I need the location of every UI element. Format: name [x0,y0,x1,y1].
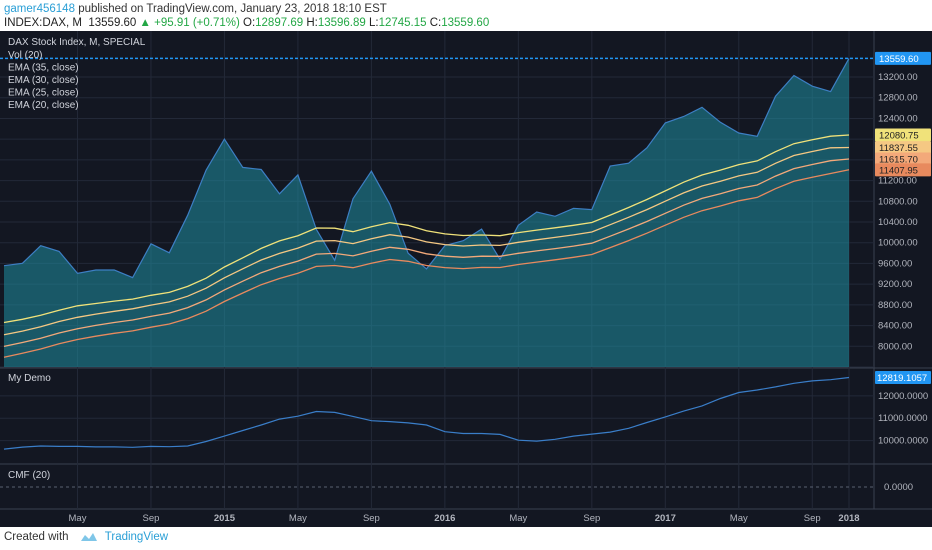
indicator-legend-label: Vol (20) [8,50,42,61]
demo-last-label-bg [875,371,931,385]
demo-tick-label: 10000.0000 [878,436,928,447]
change-value: +95.91 (+0.71%) [154,17,240,29]
demo-last-label: 12819.1057 [877,373,927,384]
last-price-label-bg [875,51,931,65]
open-label: O: [243,17,256,29]
time-tick-label: May [730,513,748,524]
chart-area[interactable]: 13200.0012800.0012400.0012000.0011600.00… [0,31,932,527]
price-tick-label: 8000.00 [878,341,912,352]
time-tick-label: Sep [804,513,821,524]
price-tick-label: 12400.00 [878,113,918,124]
low-label: L: [368,17,379,29]
indicator-legend-label: EMA (30, close) [8,75,79,86]
time-tick-label: 2018 [838,513,859,524]
ema-value-label: 11407.95 [879,165,918,176]
ema-value-label: 11615.70 [879,155,918,166]
demo-tick-label: 11000.0000 [878,413,928,424]
time-tick-label: Sep [143,513,160,524]
time-tick-label: May [69,513,87,524]
last-price: 13559.60 [88,17,137,29]
time-tick-label: 2017 [655,513,676,524]
ema-value-label: 12080.75 [879,130,919,141]
demo-line [3,376,850,450]
price-tick-label: 12800.00 [878,93,918,104]
indicator-legend-label: EMA (35, close) [8,63,79,74]
indicator-legend-label: EMA (20, close) [8,100,79,111]
price-area-line [3,58,850,279]
author-link[interactable]: gamer456148 [4,3,75,15]
price-tick-label: 10400.00 [878,217,918,228]
chart-title: DAX Stock Index, M, SPECIAL [8,37,146,48]
time-tick-label: Sep [583,513,600,524]
ema-25-line [3,158,850,348]
created-with-label: Created with [4,531,69,543]
price-tick-label: 8400.00 [878,321,912,332]
time-tick-label: 2016 [434,513,455,524]
price-axis-background [876,31,932,509]
price-tick-label: 10800.00 [878,196,918,207]
up-arrow-icon: ▲ [139,17,151,29]
ema-20-line [3,169,850,358]
price-tick-label: 13200.00 [878,72,918,83]
price-tick-label: 9200.00 [878,279,912,290]
time-tick-label: May [289,513,307,524]
ema-30-line [3,146,850,336]
close-label: C: [429,17,442,29]
price-tick-label: 8800.00 [878,300,912,311]
demo-tick-label: 12000.0000 [878,391,928,402]
ema-35-line [3,134,850,324]
last-price-label: 13559.60 [879,54,919,65]
low-value: 12745.15 [378,17,427,29]
time-tick-label: Sep [363,513,380,524]
symbol-label: INDEX:DAX, M [4,17,82,29]
ohlc-bar: INDEX:DAX, M 13559.60 ▲ +95.91 (+0.71%) … [4,17,489,29]
ema-value-label-bg [875,152,931,166]
publish-info: gamer456148 published on TradingView.com… [4,3,387,15]
tradingview-cloud-icon [80,532,97,541]
close-value: 13559.60 [441,17,490,29]
cmf-title: CMF (20) [8,470,50,481]
footer: Created with TradingView [4,531,168,543]
ema-value-label-bg [875,128,931,142]
published-text: published on TradingView.com, January 23… [78,3,387,15]
high-value: 13596.89 [317,17,366,29]
price-area-fill [4,58,849,368]
ema-value-label: 11837.55 [879,143,918,154]
time-tick-label: 2015 [214,513,236,524]
ema-value-label-bg [875,163,931,177]
cmf-tick-label: 0.0000 [884,482,913,493]
tradingview-brand[interactable]: TradingView [104,531,169,543]
time-tick-label: May [509,513,527,524]
price-tick-label: 11200.00 [878,176,917,187]
high-label: H: [306,17,318,29]
indicator-legend-label: EMA (25, close) [8,88,79,99]
price-tick-label: 10000.00 [878,238,918,249]
price-tick-label: 9600.00 [878,258,912,269]
demo-title: My Demo [8,373,51,384]
ema-value-label-bg [875,141,931,155]
time-axis-background [0,509,932,527]
open-value: 12897.69 [255,17,304,29]
